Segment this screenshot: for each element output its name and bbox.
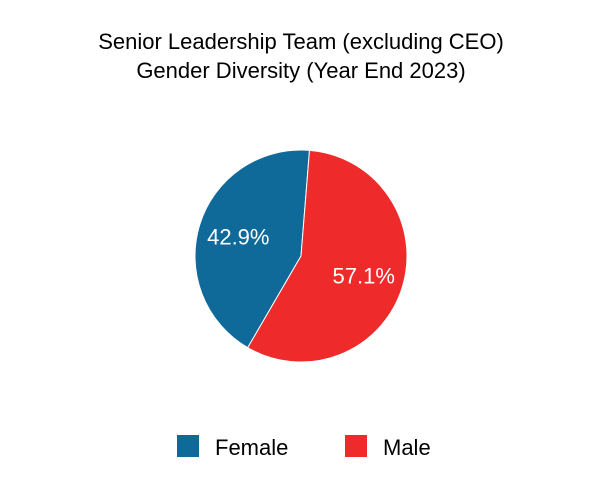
legend-swatch-female (177, 435, 199, 457)
pie-slice-male (247, 149, 408, 363)
legend: Female Male (177, 435, 431, 460)
pie-slice-labels: 42.9% 57.1% (207, 224, 395, 288)
chart-title-line-2: Gender Diversity (Year End 2023) (136, 58, 465, 83)
legend-label-male: Male (383, 435, 431, 460)
pie-slices (194, 149, 408, 363)
slice-label-male: 57.1% (333, 264, 395, 289)
slice-label-female: 42.9% (207, 224, 269, 249)
legend-label-female: Female (215, 435, 288, 460)
legend-swatch-male (345, 435, 367, 457)
pie-slice-female (194, 149, 311, 349)
chart-title-line-1: Senior Leadership Team (excluding CEO) (98, 29, 504, 54)
